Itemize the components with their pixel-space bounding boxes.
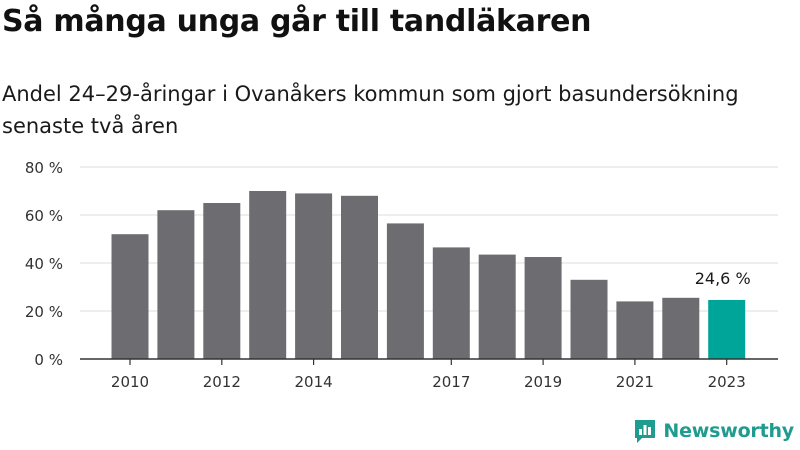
bar-2019: [524, 257, 562, 359]
x-tick-label: 2023: [708, 373, 746, 391]
bar-2023: [708, 299, 746, 359]
x-tick-label: 2012: [203, 373, 241, 391]
x-tick-label: 2019: [524, 373, 562, 391]
x-tick-label: 2010: [111, 373, 149, 391]
bar-2018: [478, 254, 516, 359]
x-tick-label: 2014: [295, 373, 333, 391]
bar-2013: [249, 191, 287, 359]
chart-subtitle: Andel 24–29-åringar i Ovanåkers kommun s…: [2, 82, 739, 138]
brand-name: Newsworthy: [663, 420, 794, 442]
newsworthy-logo-icon: [635, 420, 656, 443]
bar-2012: [203, 203, 241, 359]
bar-2011: [157, 210, 195, 359]
bar-2021: [616, 301, 654, 359]
bar-2014: [295, 193, 333, 359]
y-tick-label: 80 %: [25, 159, 63, 177]
bar-2015: [341, 195, 378, 359]
bar-2017: [432, 247, 470, 359]
y-tick-label: 40 %: [25, 255, 63, 273]
bar-2022: [662, 297, 700, 359]
bar-2020: [570, 279, 608, 359]
bar-2016: [386, 223, 424, 359]
data-label-highlight: 24,6 %: [695, 269, 751, 288]
x-tick-label: 2017: [432, 373, 470, 391]
chart-title: Så många unga går till tandläkaren: [2, 4, 592, 39]
y-tick-label: 60 %: [25, 207, 63, 225]
x-tick-label: 2021: [616, 373, 654, 391]
y-tick-label: 20 %: [25, 303, 63, 321]
brand-logo: Newsworthy: [633, 418, 794, 444]
bar-chart: 0 % 20 % 40 % 60 % 80 % 2010 2012 2014 2017 2019 2…: [25, 159, 778, 391]
bar-2010: [111, 234, 149, 359]
y-tick-label: 0 %: [34, 351, 63, 369]
